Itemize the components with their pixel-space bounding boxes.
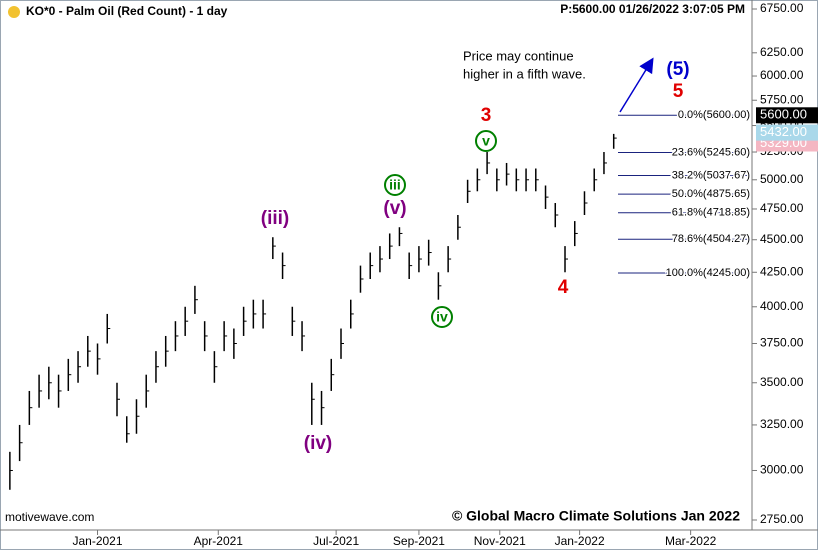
wave-label: 3 [481, 105, 492, 126]
y-tick-label: 6250.00 [760, 45, 804, 59]
price-tag-label: 5600.00 [760, 107, 807, 122]
annotation: Price may continue [463, 48, 574, 63]
fib-label: 50.0%(4875.65) [672, 188, 750, 200]
symbol-icon [8, 6, 20, 18]
projection-arrow [619, 57, 654, 113]
y-tick-label: 3500.00 [760, 375, 804, 389]
y-tick-label: 5750.00 [760, 92, 804, 106]
fib-label: 0.0%(5600.00) [678, 109, 750, 121]
y-tick-label: 4500.00 [760, 232, 804, 246]
y-tick-label: 4250.00 [760, 264, 804, 278]
fib-label: 78.6%(4504.27) [672, 233, 750, 245]
y-tick-label: 5000.00 [760, 172, 804, 186]
wave-label: (iv) [304, 433, 333, 454]
y-tick-label: 6000.00 [760, 68, 804, 82]
price-tag [756, 124, 818, 141]
price-tag [756, 107, 818, 124]
fib-label: 23.6%(5245.60) [672, 146, 750, 158]
y-tick-label: 4000.00 [760, 299, 804, 313]
wave-label: (iii) [261, 208, 290, 229]
price-tag-label: 5432.00 [760, 124, 807, 139]
x-tick-label: Sep-2021 [393, 534, 445, 548]
watermark: motivewave.com [5, 510, 94, 524]
chart-title: KO*0 - Palm Oil (Red Count) - 1 day [26, 4, 228, 18]
fib-label: 61.8%(4718.85) [672, 207, 750, 219]
price-readout: P:5600.00 01/26/2022 3:07:05 PM [560, 2, 745, 16]
fib-label: 38.2%(5037.67) [672, 169, 750, 181]
x-tick-label: Apr-2021 [194, 534, 244, 548]
wave-label: (v) [383, 198, 406, 219]
wave-label: 5 [673, 81, 684, 102]
wave-circle [431, 306, 453, 328]
x-tick-label: Nov-2021 [474, 534, 526, 548]
wave-circle [384, 174, 406, 196]
y-tick-label: 4750.00 [760, 201, 804, 215]
wave-circle [475, 130, 497, 152]
copyright: © Global Macro Climate Solutions Jan 202… [452, 508, 740, 524]
y-tick-label: 3250.00 [760, 417, 804, 431]
y-tick-label: 2750.00 [760, 512, 804, 526]
y-tick-label: 3000.00 [760, 463, 804, 477]
wave-label: (5) [666, 59, 689, 80]
y-tick-label: 3750.00 [760, 336, 804, 350]
wave-label: 4 [558, 277, 569, 298]
wave-label: v [482, 133, 490, 149]
x-tick-label: Jul-2021 [313, 534, 359, 548]
wave-label: iv [436, 309, 448, 325]
annotation: higher in a fifth wave. [463, 66, 586, 81]
y-tick-label: 6750.00 [760, 1, 804, 15]
x-tick-label: Jan-2022 [555, 534, 605, 548]
wave-label: iii [389, 177, 401, 193]
x-tick-label: Mar-2022 [665, 534, 717, 548]
fib-label: 100.0%(4245.00) [666, 267, 750, 279]
x-tick-label: Jan-2021 [72, 534, 122, 548]
